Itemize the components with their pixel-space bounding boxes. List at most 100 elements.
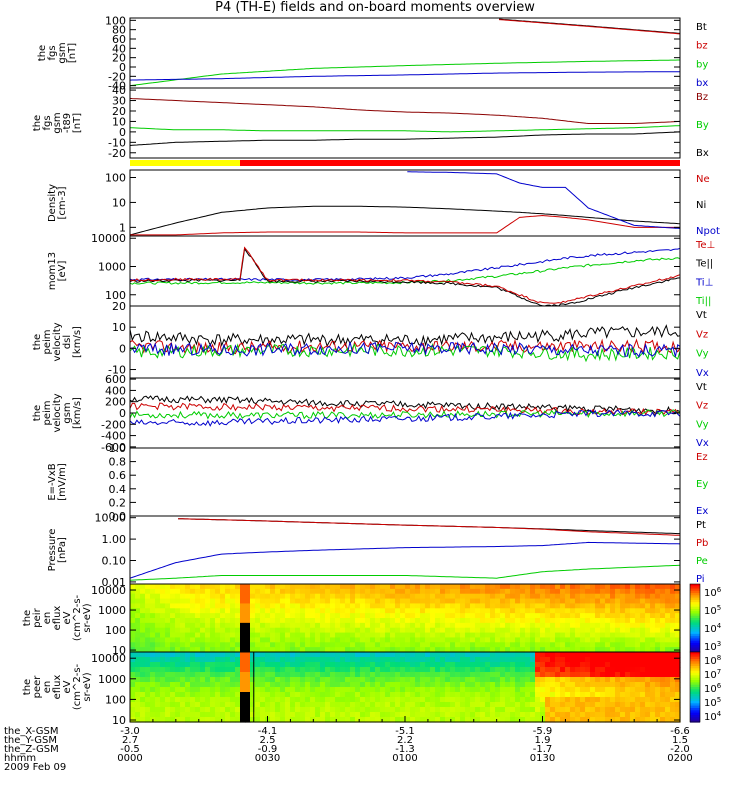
heatmap-cell: [500, 687, 506, 693]
heatmap-cell: [655, 627, 661, 634]
heatmap-cell: [160, 588, 166, 595]
heatmap-cell: [470, 593, 476, 600]
heatmap-cell: [435, 652, 441, 658]
heatmap-cell: [265, 662, 271, 668]
heatmap-cell: [330, 637, 336, 643]
heatmap-cell: [230, 588, 236, 595]
heatmap-cell: [595, 637, 601, 643]
heatmap-cell: [215, 622, 221, 629]
heatmap-cell: [250, 632, 256, 639]
heatmap-cell: [625, 618, 631, 624]
heatmap-cell: [400, 657, 406, 663]
heatmap-cell: [460, 697, 466, 703]
heatmap-cell: [630, 697, 636, 703]
heatmap-cell: [405, 603, 411, 609]
heatmap-cell: [230, 657, 236, 663]
heatmap-cell: [310, 613, 316, 619]
heatmap-cell: [410, 677, 416, 683]
heatmap-cell: [140, 657, 146, 663]
heatmap-cell: [225, 632, 231, 639]
heatmap-cell: [295, 642, 301, 648]
heatmap-cell: [300, 667, 306, 673]
heatmap-cell: [245, 627, 251, 634]
colorbar-cell: [690, 670, 700, 674]
heatmap-cell: [260, 712, 266, 718]
heatmap-cell: [490, 608, 496, 614]
heatmap-cell: [235, 672, 241, 678]
heatmap-cell: [315, 627, 321, 634]
heatmap-cell: [235, 712, 241, 718]
colorbar-cell: [690, 588, 700, 592]
y-tick-label: 0.4: [109, 483, 127, 496]
heatmap-cell: [630, 588, 636, 595]
heatmap-cell: [670, 637, 676, 643]
heatmap-cell: [600, 692, 606, 698]
heatmap-cell: [420, 627, 426, 634]
heatmap-cell: [135, 637, 141, 643]
heatmap-cell: [670, 622, 676, 629]
y-axis-label: (cm^2-s-: [72, 663, 83, 710]
heatmap-cell: [620, 622, 626, 629]
heatmap-cell: [625, 677, 631, 683]
heatmap-cell: [190, 662, 196, 668]
heatmap-cell: [460, 584, 466, 590]
heatmap-cell: [635, 662, 641, 668]
panel-frame: [129, 169, 681, 237]
colorbar-cell: [690, 606, 700, 610]
heatmap-cell: [175, 613, 181, 619]
heatmap-cell: [375, 677, 381, 683]
heatmap-cell: [285, 692, 291, 698]
heatmap-cell: [480, 682, 486, 688]
heatmap-cell: [285, 642, 291, 648]
heatmap-cell: [320, 642, 326, 648]
heatmap-cell: [365, 598, 371, 605]
heatmap-cell: [180, 593, 186, 600]
heatmap-cell: [300, 622, 306, 629]
heatmap-cell: [330, 608, 336, 614]
heatmap-cell: [415, 588, 421, 595]
y-tick-label: 0: [119, 342, 126, 355]
heatmap-cell: [400, 687, 406, 693]
heatmap-cell: [195, 677, 201, 683]
heatmap-cell: [170, 682, 176, 688]
heatmap-cell: [130, 687, 136, 693]
heatmap-cell: [545, 692, 551, 698]
heatmap-cell: [525, 598, 531, 605]
y-axis-label: fgs: [47, 45, 58, 60]
heatmap-cell: [545, 717, 551, 723]
heatmap-cell: [305, 627, 311, 634]
heatmap-cell: [245, 613, 251, 619]
heatmap-cell: [425, 702, 431, 708]
heatmap-cell: [245, 608, 251, 614]
heatmap-cell: [590, 677, 596, 683]
heatmap-cell: [440, 593, 446, 600]
heatmap-cell: [535, 662, 541, 668]
heatmap-cell: [420, 642, 426, 648]
heatmap-cell: [635, 712, 641, 718]
heatmap-cell: [645, 593, 651, 600]
heatmap-cell: [530, 593, 536, 600]
heatmap-cell: [550, 627, 556, 634]
heatmap-cell: [585, 657, 591, 663]
heatmap-cell: [640, 593, 646, 600]
heatmap-cell: [345, 622, 351, 629]
heatmap-cell: [315, 613, 321, 619]
heatmap-cell: [215, 717, 221, 723]
heatmap-cell: [335, 662, 341, 668]
heatmap-cell: [165, 588, 171, 595]
heatmap-cell: [505, 687, 511, 693]
heatmap-cell: [535, 632, 541, 639]
heatmap-cell: [240, 598, 246, 605]
heatmap-cell: [535, 707, 541, 713]
heatmap-cell: [600, 598, 606, 605]
heatmap-cell: [150, 672, 156, 678]
heatmap-cell: [385, 603, 391, 609]
heatmap-cell: [260, 603, 266, 609]
heatmap-cell: [610, 593, 616, 600]
heatmap-cell: [345, 697, 351, 703]
heatmap-cell: [410, 613, 416, 619]
heatmap-cell: [315, 657, 321, 663]
legend-entry-Pt: Pt: [696, 520, 706, 531]
heatmap-cell: [535, 642, 541, 648]
heatmap-cell: [210, 598, 216, 605]
